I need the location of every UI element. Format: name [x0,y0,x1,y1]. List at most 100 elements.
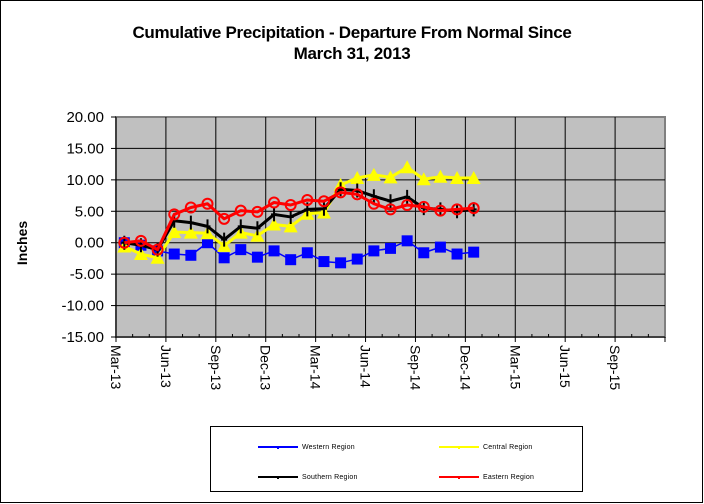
x-tick-label: Mar-13 [108,345,124,390]
legend-label-southern: Southern Region [302,473,358,481]
legend-swatch-central [439,446,479,449]
data-point [268,245,280,257]
gridlines [116,117,665,337]
data-point [254,221,261,236]
y-tick-label: -10.00 [61,298,104,315]
data-point [202,237,213,249]
legend-label-central: Central Region [483,443,533,451]
data-point [150,250,165,264]
data-point [404,189,411,204]
legend-label-western: Western Region [302,443,355,451]
data-point [218,212,231,225]
x-tick-label: Dec-13 [258,345,274,390]
data-point [383,170,398,184]
y-tick-label: 0.00 [75,235,104,252]
data-point [284,199,297,211]
data-point [184,201,197,214]
data-point [251,205,264,218]
legend-swatch-western [258,446,298,449]
data-point [168,208,181,221]
x-tick-label: Sep-15 [607,345,623,390]
chart-title-line-1: Cumulative Precipitation - Departure Fro… [132,23,572,42]
data-point [285,254,297,266]
y-tick-label: -5.00 [70,266,104,283]
chart-title-line-2: March 31, 2013 [293,44,411,63]
data-point [366,167,381,181]
data-point [434,204,447,217]
data-point [250,228,265,242]
y-axis-ticks: 20.00 15.00 10.00 5.00 0.00 -5.00 -10.00 -15.00 [61,109,116,346]
legend-swatch-eastern [439,476,479,479]
data-point [451,203,464,216]
data-point [318,256,330,268]
data-point [351,188,364,201]
x-tick-label: Dec-14 [457,345,473,390]
data-point [368,245,380,257]
x-tick-label: Sep-13 [208,345,224,390]
data-point [204,219,211,234]
data-point [218,252,230,264]
data-point [187,215,194,230]
data-point [183,225,198,239]
data-point [351,253,363,265]
legend-item-eastern: Eastern Region [439,471,534,483]
data-point [237,219,244,234]
y-tick-label: 10.00 [66,172,104,189]
data-point [320,201,327,216]
data-point [450,170,465,184]
x-tick-label: Jun-14 [358,345,374,388]
y-tick-label: 20.00 [66,109,104,126]
data-point [401,235,413,247]
x-axis-ticks: Mar-13 Jun-13 Sep-13 Dec-13 Mar-14 Jun-14 Sep-… [108,334,666,390]
data-point [367,197,380,210]
data-point [334,186,347,199]
series-line-southern-region [124,187,474,252]
data-point [317,195,330,208]
data-point [301,247,313,259]
data-point [134,234,147,247]
data-point [335,257,347,269]
data-point [468,246,480,258]
data-point [251,251,263,263]
plot-area [115,116,666,338]
data-point [221,232,228,247]
data-point [433,169,448,183]
data-point [201,197,214,210]
data-point [417,200,430,213]
series-line-eastern-region [124,190,474,252]
legend-item-central: Central Region [439,441,533,453]
chart-title: Cumulative Precipitation - Departure Fro… [0,22,704,64]
x-tick-label: Jun-15 [557,345,573,388]
x-tick-label: Sep-14 [407,345,423,390]
data-point [451,248,463,260]
data-point [271,207,278,222]
legend-item-southern: Southern Region [258,471,358,483]
data-point [185,249,197,261]
data-point [167,225,182,239]
axes [115,117,665,338]
legend-swatch-southern [258,476,298,479]
data-point [287,209,294,224]
x-tick-label: Jun-13 [158,345,174,388]
legend-item-western: Western Region [258,441,355,453]
data-point [118,236,131,249]
data-point [454,204,461,219]
data-point [350,170,365,184]
data-point [466,170,481,184]
data-point [385,242,396,254]
data-point [234,204,247,217]
data-point [268,196,281,209]
series-western-region [118,235,480,269]
data-point [387,194,394,209]
data-point [401,199,414,211]
x-tick-label: Mar-15 [507,345,523,390]
series-eastern-region [118,186,480,256]
series-line-western-region [124,240,474,264]
x-tick-label: Mar-14 [308,345,324,390]
legend-label-eastern: Eastern Region [483,473,535,481]
data-point [370,189,377,204]
series-line-central-region [123,165,474,260]
data-point [384,203,397,216]
